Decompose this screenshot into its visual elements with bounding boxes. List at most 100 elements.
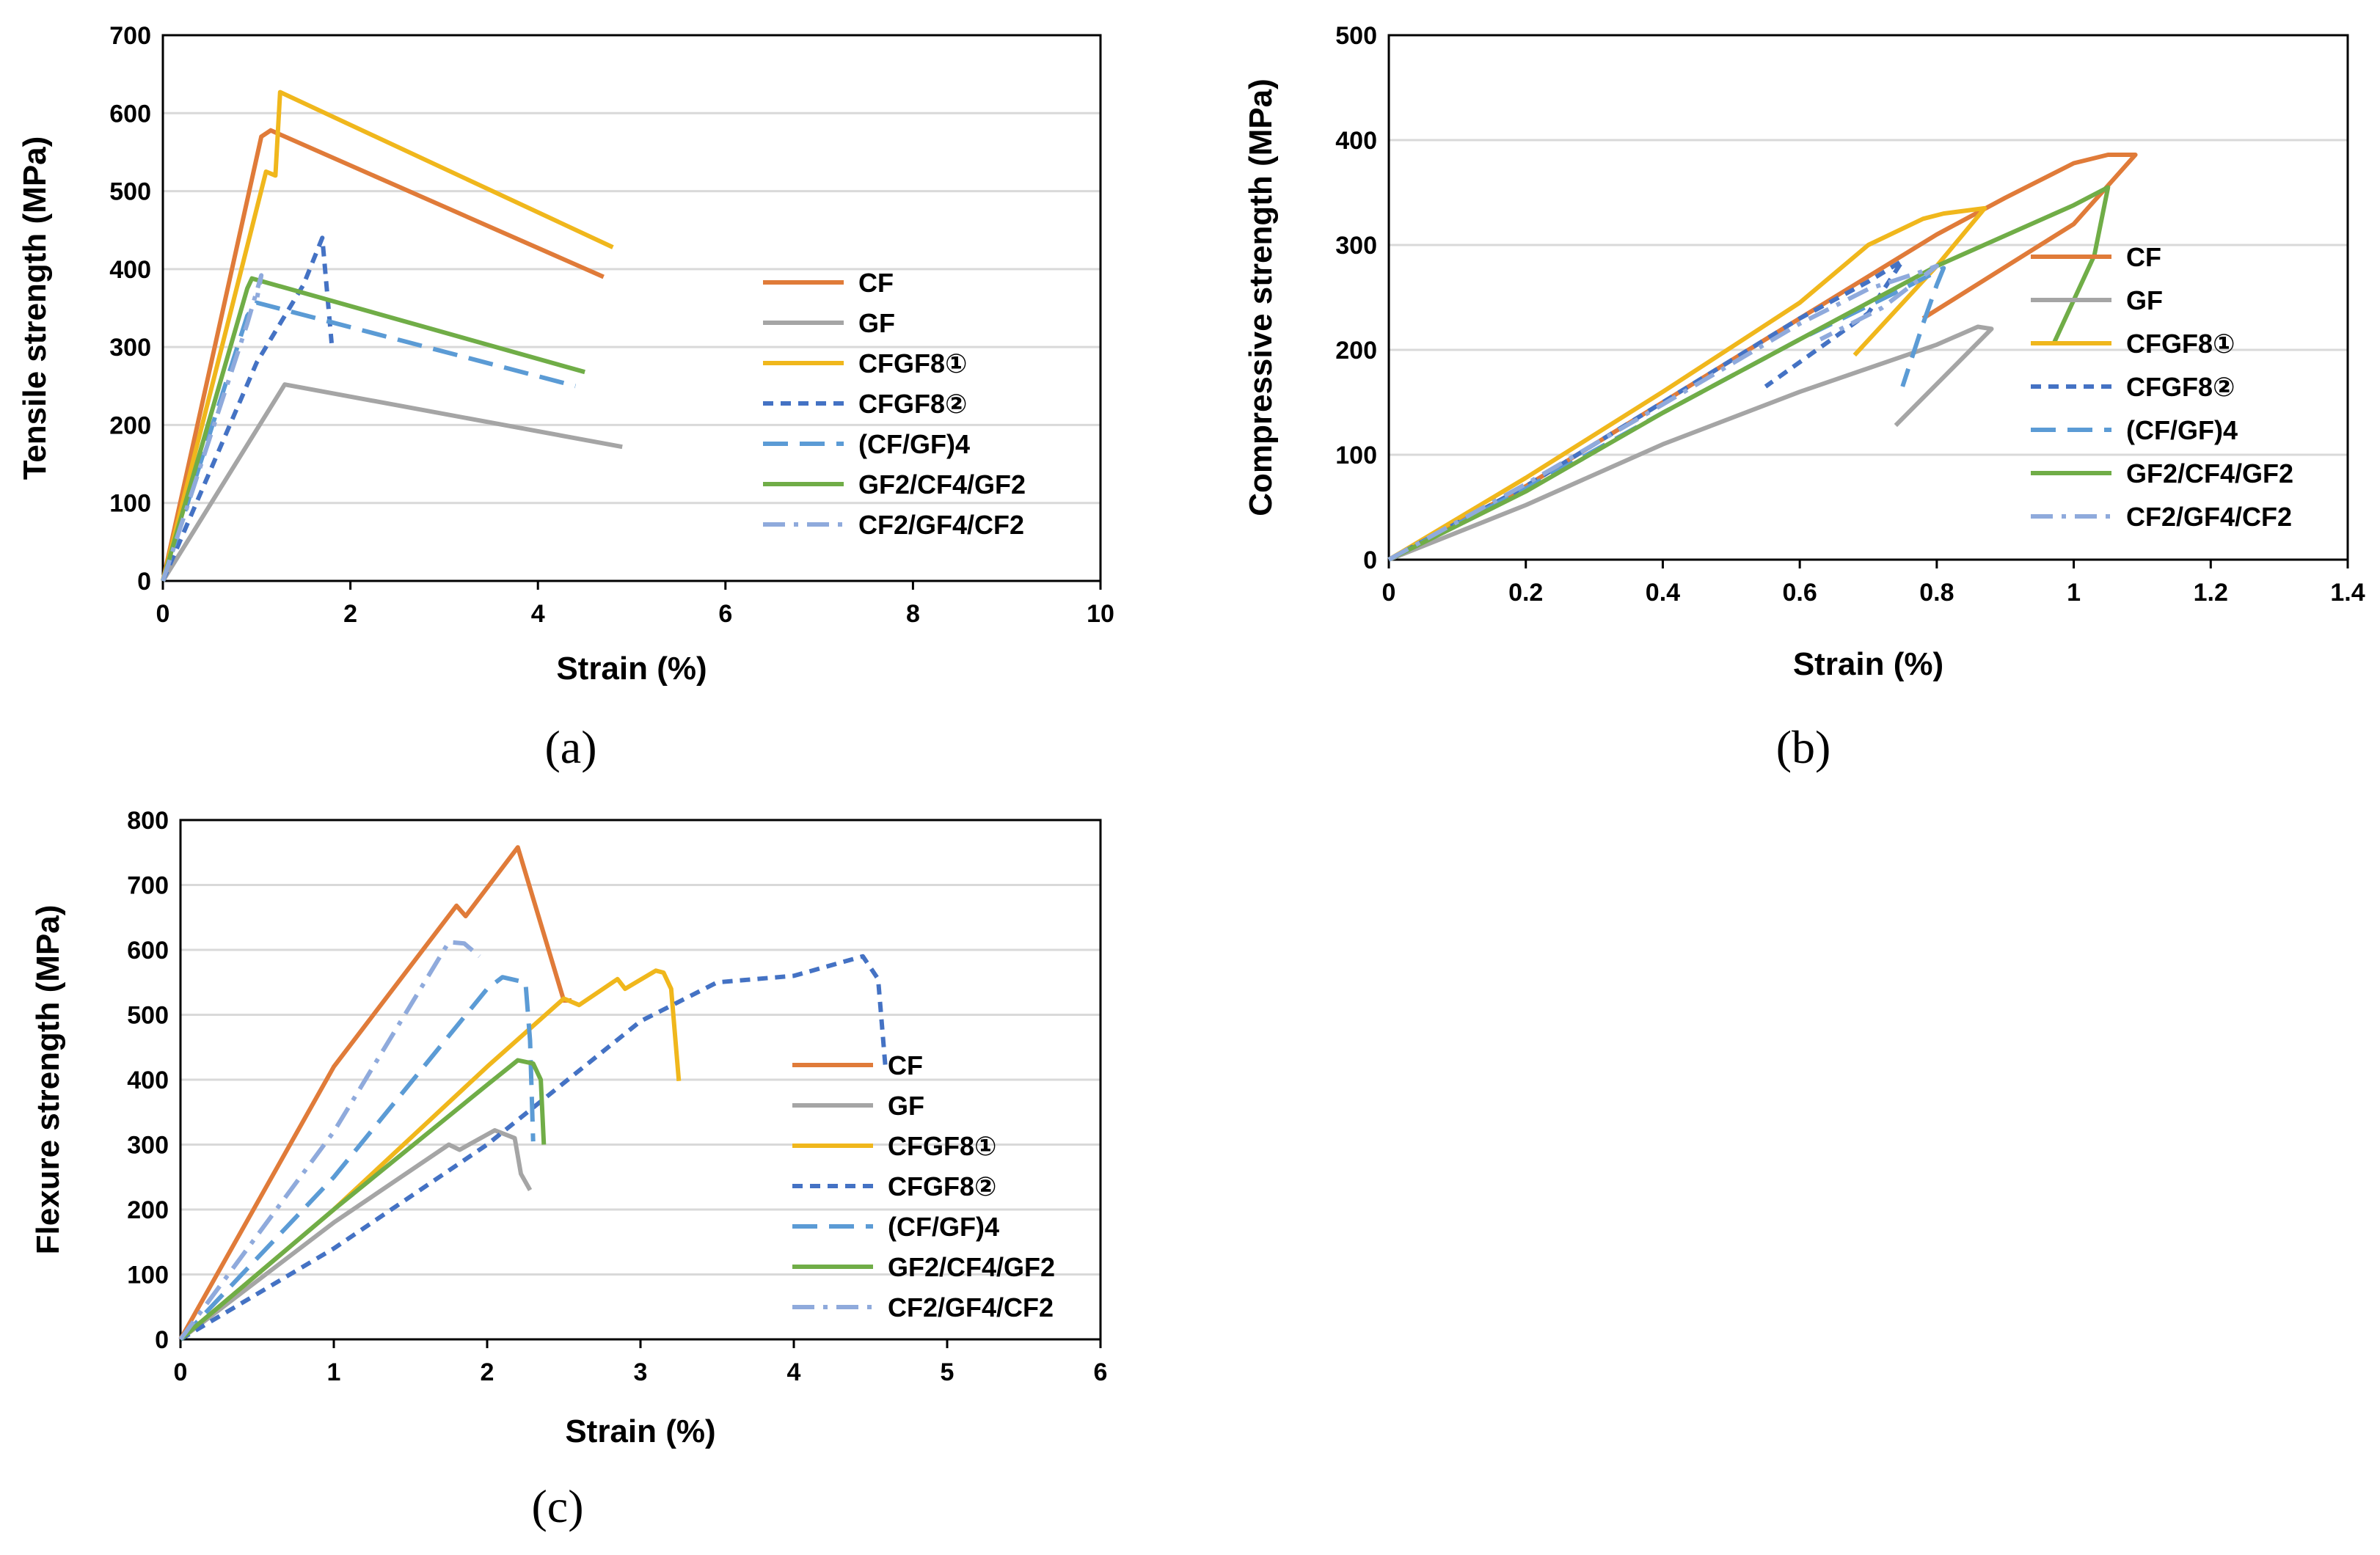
plot-frame [161,34,1102,582]
x-tick-label: 3 [634,1358,648,1386]
legend-label: CFGF8② [858,389,967,419]
legend-label: (CF/GF)4 [888,1212,999,1242]
series-line [178,975,536,1342]
legend: CF GF CFGF8① CFGF8② (CF/GF)4 GF2/CF4/GF2 CF2/G… [763,268,1026,540]
y-tick-label: 500 [109,178,151,206]
x-tick-label: 4 [787,1358,801,1386]
y-tick-label: 700 [109,22,151,50]
y-tick-label: 500 [127,1002,169,1030]
x-tick-label: 8 [906,600,920,628]
chart-panel-c: 0 100 200 300 400 500 600 700 800 0 1 2 3 4 5 6 CF GF CFGF… [30,807,1107,1532]
y-tick-label: 200 [109,411,151,439]
y-tick-label: 100 [1335,442,1377,469]
series-line [161,235,334,582]
x-tick-label: 1 [2067,579,2081,607]
legend-label: CFGF8② [888,1171,996,1201]
series-line [179,1128,533,1342]
legend-label: CFGF8① [888,1131,996,1161]
series-line [1387,205,1987,562]
y-tick-label: 200 [127,1196,169,1224]
x-tick-label: 0 [174,1358,188,1386]
series-line [161,128,605,582]
panel-label: (c) [531,1480,583,1532]
legend-label: CF [888,1050,923,1080]
series-line [178,940,481,1341]
x-tick-label: 0.8 [1919,579,1954,607]
x-tick-label: 0 [1382,579,1396,607]
y-tick-label: 400 [127,1066,169,1094]
y-tick-label: 600 [109,100,151,128]
panel-label: (b) [1776,721,1831,773]
legend-label: CFGF8① [858,348,967,378]
y-tick-label: 300 [1335,232,1377,260]
y-tick-label: 0 [137,568,151,596]
series-line [161,276,585,582]
legend-label: GF [858,308,895,338]
legend-label: CFGF8② [2126,372,2235,402]
legend-label: CF2/GF4/CF2 [888,1292,1054,1322]
plot-frame [1387,34,2349,561]
x-tick-label: 0.6 [1783,579,1817,607]
legend-label: CF [858,268,894,298]
series-line [179,968,682,1342]
legend-label: CF2/GF4/CF2 [858,510,1024,540]
x-tick-label: 1 [327,1358,341,1386]
x-axis-title: Strain (%) [556,651,707,687]
legend-label: CF [2126,242,2161,272]
x-tick-label: 2 [343,600,357,628]
series-line [1387,185,2111,562]
y-tick-label: 200 [1335,337,1377,365]
legend-label: CFGF8① [2126,329,2235,359]
series-line [161,300,577,582]
y-tick-label: 100 [127,1262,169,1289]
x-tick-label: 1.2 [2194,579,2228,607]
x-tick-label: 0.2 [1508,579,1543,607]
legend-label: (CF/GF)4 [858,429,970,459]
x-tick-label: 0.4 [1646,579,1680,607]
legend: CF GF CFGF8① CFGF8② (CF/GF)4 GF2/CF4/GF2 CF2/G… [2031,242,2293,532]
y-tick-label: 500 [1335,22,1377,50]
legend-label: GF [888,1091,924,1121]
legend-label: GF [2126,285,2163,315]
legend-label: (CF/GF)4 [2126,415,2238,445]
series-line [161,382,623,582]
series-line [161,89,614,582]
x-tick-label: 5 [941,1358,954,1386]
series-line [1387,153,2138,562]
legend-label: GF2/CF4/GF2 [858,469,1026,500]
x-tick-label: 6 [1094,1358,1108,1386]
y-axis-title: Flexure strength (MPa) [30,905,66,1255]
series-line [161,273,264,582]
y-tick-label: 400 [1335,127,1377,155]
x-tick-label: 4 [531,600,545,628]
y-axis-title: Tensile strength (MPa) [17,136,53,480]
series-line [179,1058,547,1342]
series-line [1387,263,1939,562]
y-tick-label: 0 [155,1326,169,1354]
x-axis-title: Strain (%) [1793,646,1943,682]
panel-label: (a) [544,721,596,773]
x-tick-label: 0 [156,600,170,628]
series-line [179,954,888,1342]
x-tick-label: 6 [718,600,732,628]
legend: CF GF CFGF8① CFGF8② (CF/GF)4 GF2/CF4/GF2 CF2/G… [792,1050,1055,1322]
y-tick-label: 100 [109,490,151,518]
y-tick-label: 700 [127,872,169,900]
x-tick-label: 10 [1087,600,1114,628]
y-tick-label: 800 [127,807,169,835]
x-tick-label: 2 [481,1358,494,1386]
y-tick-label: 300 [109,334,151,362]
series-line [1387,324,1994,562]
legend-label: GF2/CF4/GF2 [888,1252,1055,1282]
series-line [178,845,572,1341]
y-tick-label: 600 [127,937,169,965]
y-tick-label: 400 [109,256,151,284]
legend-label: GF2/CF4/GF2 [2126,458,2293,489]
x-tick-label: 1.4 [2330,579,2365,607]
y-tick-label: 300 [127,1132,169,1160]
legend-label: CF2/GF4/CF2 [2126,502,2292,532]
x-axis-title: Strain (%) [565,1413,715,1449]
